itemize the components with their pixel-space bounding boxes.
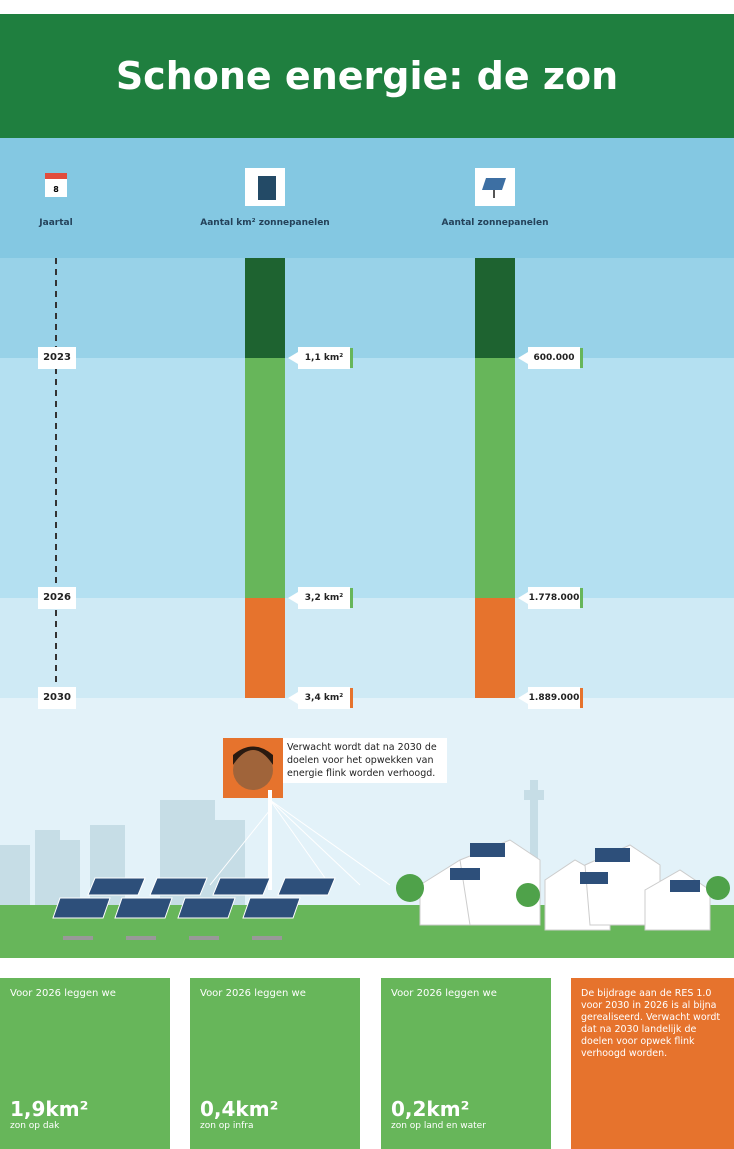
year: 2030	[38, 687, 76, 709]
area-value: 1,1 km²	[298, 347, 350, 369]
note-card: De bijdrage aan de RES 1.0 voor 2030 in …	[571, 978, 734, 1149]
column-label: Aantal zonnepanelen	[415, 218, 575, 228]
title: Schone energie: de zon	[0, 14, 734, 138]
card-label: zon op dak	[10, 1121, 59, 1131]
panel-count: 1.889.000	[528, 687, 580, 709]
area-value: 3,4 km²	[298, 687, 350, 709]
card-intro: Voor 2026 leggen we	[391, 988, 497, 999]
card-label: zon op land en water	[391, 1121, 486, 1131]
background	[0, 0, 734, 1149]
column-label: Aantal km² zonnepanelen	[185, 218, 345, 228]
card-value: 0,4km²	[200, 1097, 278, 1121]
card-label: zon op infra	[200, 1121, 253, 1131]
area-value: 3,2 km²	[298, 587, 350, 609]
year: 2026	[38, 587, 76, 609]
panel-count: 600.000	[528, 347, 580, 369]
card: Voor 2026 leggen we 1,9km² zon op dak	[0, 978, 170, 1149]
column-label: Jaartal	[16, 218, 96, 228]
year: 2023	[38, 347, 76, 369]
card: Voor 2026 leggen we 0,4km² zon op infra	[190, 978, 360, 1149]
card-value: 1,9km²	[10, 1097, 88, 1121]
calendar-day: 8	[45, 185, 67, 194]
card-intro: Voor 2026 leggen we	[10, 988, 116, 999]
quote: Verwacht wordt dat na 2030 de doelen voo…	[283, 738, 447, 783]
infographic: Schone energie: de zon 8 Jaartal Aantal …	[0, 0, 734, 1149]
panel-count: 1.778.000	[528, 587, 580, 609]
card-intro: Voor 2026 leggen we	[200, 988, 306, 999]
card: Voor 2026 leggen we 0,2km² zon op land e…	[381, 978, 551, 1149]
card-value: 0,2km²	[391, 1097, 469, 1121]
